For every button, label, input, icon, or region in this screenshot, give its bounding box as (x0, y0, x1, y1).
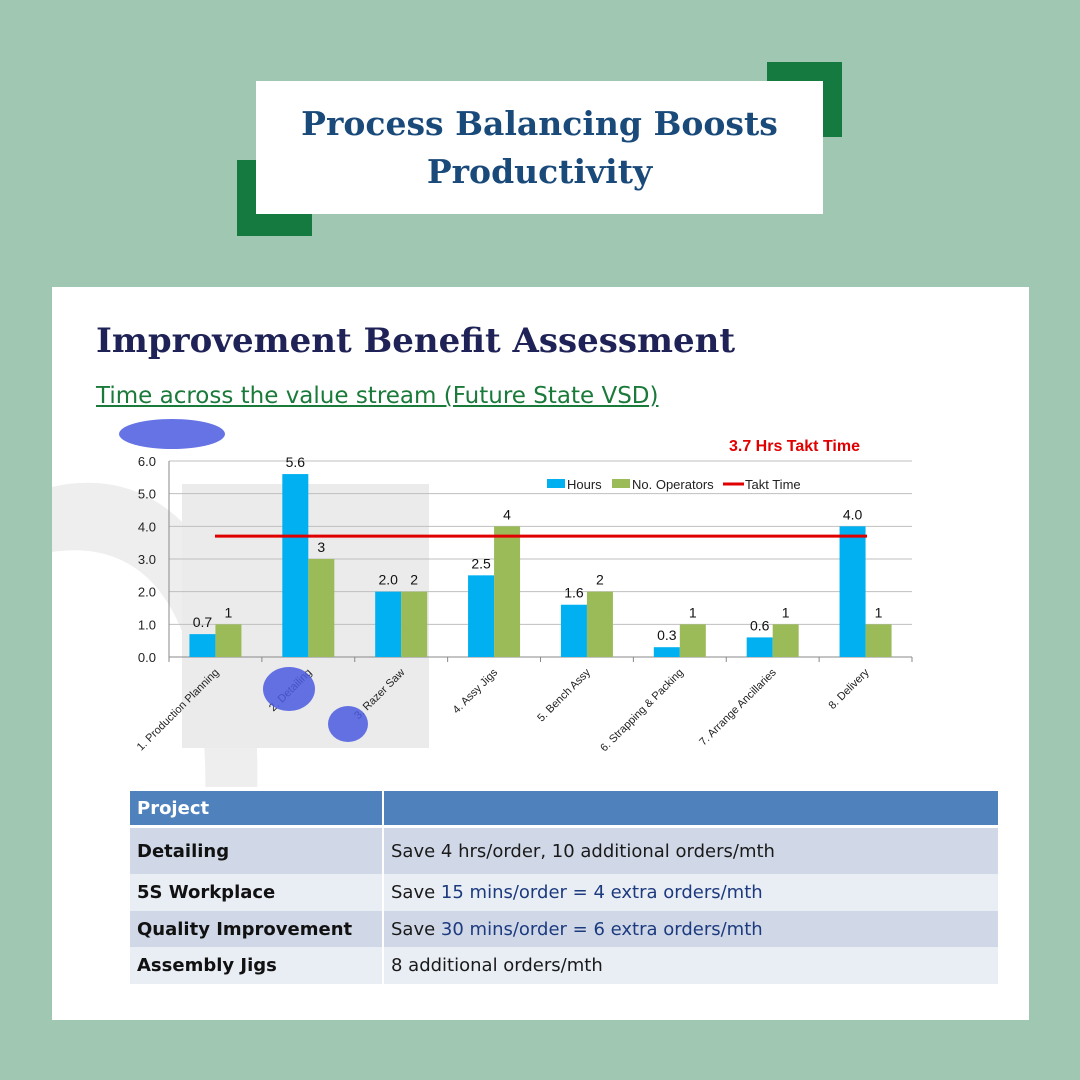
redaction-scribble (119, 419, 225, 449)
redaction-marks (119, 419, 368, 742)
banner-title: Process Balancing Boosts Productivity (301, 103, 778, 191)
bar-operators (772, 624, 799, 657)
data-label: 2.5 (471, 555, 491, 571)
y-axis-ticks: 0.0 1.0 2.0 3.0 4.0 5.0 6.0 (138, 454, 156, 665)
y-tick-label: 4.0 (138, 519, 156, 534)
y-tick-label: 6.0 (138, 454, 156, 469)
table-cell-project: Detailing (130, 828, 382, 874)
data-label: 2 (410, 572, 418, 588)
table-cell-project: Assembly Jigs (130, 947, 382, 984)
bar-hours (653, 647, 680, 657)
data-label: 0.3 (657, 627, 677, 643)
y-tick-label: 2.0 (138, 585, 156, 600)
slide-card: 0.0 1.0 2.0 3.0 4.0 5.0 6.0 0.7 5.6 2.0 2.5 1.6 0.3… (52, 287, 1029, 1020)
chart-legend: Hours No. Operators Takt Time (547, 477, 801, 492)
table-cell-benefit: 8 additional orders/mth (382, 947, 998, 984)
bar-operators (679, 624, 706, 657)
legend-takt-label: Takt Time (745, 477, 801, 492)
table-cell-project: Quality Improvement (130, 911, 382, 947)
y-tick-label: 0.0 (138, 650, 156, 665)
table-cell-project: 5S Workplace (130, 874, 382, 911)
redaction-scribble (263, 667, 315, 711)
x-tick-label: 7. Arrange Ancillaries (697, 666, 779, 748)
bar-operators (586, 591, 613, 657)
data-label: 4.0 (843, 506, 863, 522)
benefit-text: Save 4 hrs/order, 10 additional orders/m… (391, 840, 775, 862)
data-label: 2.0 (378, 572, 398, 588)
slide-title: Improvement Benefit Assessment (96, 321, 736, 361)
table-header-benefit (382, 791, 998, 828)
benefit-text: Save (391, 882, 441, 903)
legend-hours-swatch (547, 479, 565, 488)
bar-hours (468, 575, 495, 657)
chart-data-labels: 0.7 5.6 2.0 2.5 1.6 0.3 0.6 4.0 1 3 2 4 2 1 1 1 (193, 454, 883, 643)
bar-operators (494, 526, 521, 657)
legend-hours-label: Hours (567, 477, 602, 492)
bar-hours (560, 604, 587, 657)
bar-hours (282, 474, 309, 657)
x-tick-label: 5. Bench Assy (535, 666, 593, 724)
y-tick-label: 3.0 (138, 552, 156, 567)
benefit-highlight: 30 mins/order = 6 extra orders/mth (440, 918, 763, 940)
table-cell-benefit: Save 4 hrs/order, 10 additional orders/m… (382, 828, 998, 874)
data-label: 1 (875, 604, 883, 620)
table-header-project: Project (130, 791, 382, 828)
table-cell-benefit: Save 30 mins/order = 6 extra orders/mth (382, 911, 998, 947)
table-row: Detailing Save 4 hrs/order, 10 additiona… (130, 828, 998, 874)
legend-operators-label: No. Operators (632, 477, 714, 492)
data-label: 1 (225, 604, 233, 620)
bar-hours (375, 591, 402, 657)
table-row: 5S Workplace Save 15 mins/order = 4 extr… (130, 874, 998, 911)
data-label: 3 (317, 539, 325, 555)
table-row: Quality Improvement Save 30 mins/order =… (130, 911, 998, 947)
y-tick-label: 1.0 (138, 617, 156, 632)
data-label: 5.6 (286, 454, 306, 470)
data-label: 0.7 (193, 614, 213, 630)
redaction-scribble (328, 706, 368, 742)
benefits-table: Project Detailing Save 4 hrs/order, 10 a… (130, 791, 998, 984)
chart: 0.0 1.0 2.0 3.0 4.0 5.0 6.0 0.7 5.6 2.0 2.5 1.6 0.3… (52, 419, 913, 787)
chart-bars (189, 474, 892, 657)
x-tick-label: 8. Delivery (826, 666, 872, 712)
data-label: 0.6 (750, 617, 770, 633)
takt-annotation: 3.7 Hrs Takt Time (729, 438, 860, 455)
y-tick-label: 5.0 (138, 487, 156, 502)
data-label: 4 (503, 506, 511, 522)
data-label: 1.6 (564, 585, 584, 601)
data-label: 1 (689, 604, 697, 620)
data-label: 2 (596, 572, 604, 588)
table-header-row: Project (130, 791, 998, 828)
table-cell-benefit: Save 15 mins/order = 4 extra orders/mth (382, 874, 998, 911)
bar-hours (746, 637, 773, 657)
slide-subtitle: Time across the value stream (Future Sta… (96, 383, 659, 409)
bar-operators (865, 624, 892, 657)
bar-operators (215, 624, 242, 657)
data-label: 1 (782, 604, 790, 620)
x-tick-label: 6. Strapping & Packing (598, 667, 686, 755)
banner: Process Balancing Boosts Productivity (256, 81, 823, 214)
benefit-text: 8 additional orders/mth (391, 955, 603, 976)
legend-operators-swatch (612, 479, 630, 488)
bar-hours (189, 634, 216, 657)
benefit-text: Save (391, 918, 441, 940)
bar-hours (839, 526, 866, 657)
benefit-highlight: 15 mins/order = 4 extra orders/mth (440, 882, 763, 903)
table-row: Assembly Jigs 8 additional orders/mth (130, 947, 998, 984)
bar-operators (308, 559, 335, 657)
bar-operators (401, 591, 428, 657)
x-tick-label: 4. Assy Jigs (451, 666, 501, 716)
